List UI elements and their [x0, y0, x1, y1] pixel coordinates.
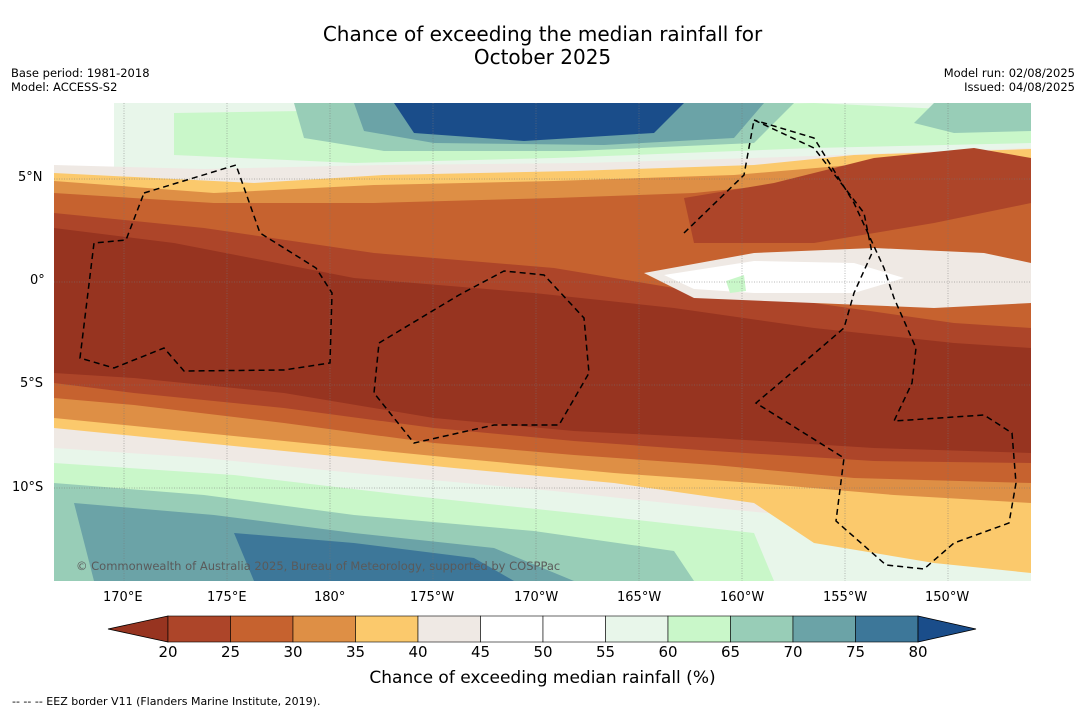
colorbar-segment — [855, 615, 919, 643]
region-20-25-ne — [684, 148, 1031, 243]
region-below-20 — [54, 228, 1031, 453]
region-80-south — [234, 533, 514, 581]
rainfall-probability-map — [54, 103, 1031, 581]
colorbar-tick-label: 80 — [908, 643, 928, 661]
lon-label-170w: 170°W — [514, 590, 559, 605]
colorbar-tick-label: 45 — [470, 643, 491, 661]
eez-border-east — [753, 119, 1017, 570]
lon-label-180: 180° — [314, 590, 346, 605]
colorbar-tick-label: 20 — [158, 643, 178, 661]
colorbar-segment — [730, 615, 794, 643]
copyright-notice: © Commonwealth of Australia 2025, Bureau… — [76, 559, 561, 573]
lat-label-0: 0° — [30, 273, 45, 288]
colorbar-segment — [792, 615, 856, 643]
colorbar — [107, 615, 977, 643]
map-title-line1: Chance of exceeding the median rainfall … — [322, 22, 763, 46]
base-period: Base period: 1981-2018 — [11, 66, 150, 80]
colorbar-tick-label: 75 — [845, 643, 866, 661]
lon-label-160w: 160°W — [720, 590, 765, 605]
lon-label-175w: 175°W — [410, 590, 455, 605]
graticule — [54, 103, 1031, 581]
colorbar-tick-label: 30 — [283, 643, 303, 661]
lon-label-155w: 155°W — [823, 590, 868, 605]
region-50-55-equator-east — [664, 261, 904, 293]
lat-label-10s: 10°S — [12, 480, 44, 495]
colorbar-segment — [605, 615, 669, 643]
region-80-north — [394, 103, 684, 141]
region-65-70-equator-east — [726, 275, 746, 293]
colorbar-segment — [292, 615, 356, 643]
colorbar-segment — [355, 615, 419, 643]
colorbar-tick-label: 50 — [533, 643, 553, 661]
eez-border-west — [79, 164, 333, 372]
colorbar-tick-label: 40 — [408, 643, 428, 661]
region-70-75-ne — [914, 103, 1031, 133]
model-run-date: Model run: 02/08/2025 — [943, 66, 1075, 80]
colorbar-segment — [667, 615, 731, 643]
model-name: Model: ACCESS-S2 — [11, 80, 118, 94]
map-title-line2: October 2025 — [473, 45, 612, 69]
eez-borders — [79, 119, 1017, 570]
colorbar-segment — [230, 615, 294, 643]
lon-label-175e: 175°E — [207, 590, 247, 605]
lon-label-165w: 165°W — [617, 590, 662, 605]
colorbar-segment — [480, 615, 544, 643]
colorbar-tick-label: 55 — [595, 643, 616, 661]
colorbar-tick-label: 65 — [720, 643, 741, 661]
lat-label-5s: 5°S — [20, 376, 44, 391]
colorbar-extend-high — [917, 615, 977, 643]
colorbar-segment — [417, 615, 481, 643]
eez-footnote: -- -- -- EEZ border V11 (Flanders Marine… — [12, 695, 321, 708]
colorbar-segment — [542, 615, 606, 643]
lon-label-170e: 170°E — [103, 590, 143, 605]
colorbar-title: Chance of exceeding median rainfall (%) — [369, 668, 716, 688]
colorbar-extend-low — [107, 615, 169, 643]
colorbar-tick-label: 60 — [658, 643, 678, 661]
issued-date: Issued: 04/08/2025 — [964, 80, 1075, 94]
lat-label-5n: 5°N — [18, 170, 43, 185]
colorbar-tick-label: 35 — [345, 643, 366, 661]
lon-label-150w: 150°W — [925, 590, 970, 605]
eez-border-ne — [683, 119, 755, 234]
colorbar-tick-label: 70 — [783, 643, 803, 661]
colorbar-tick-label: 25 — [220, 643, 241, 661]
colorbar-segment — [167, 615, 231, 643]
